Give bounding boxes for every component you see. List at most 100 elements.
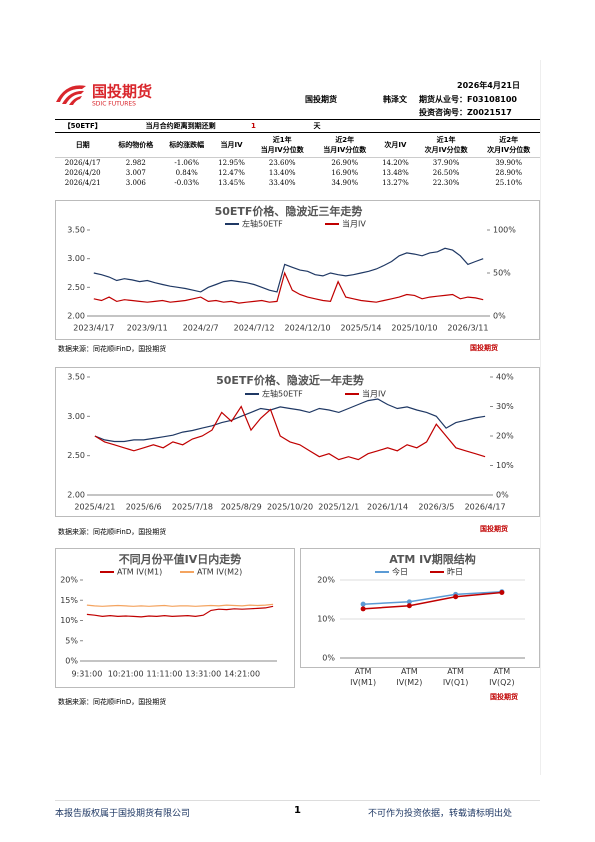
source: 数据来源：同花顺iFinD，国投期货 (58, 528, 167, 536)
row: 2026/4/20 3.007 0.84% 12.47% 13.40% 16.90% 13.… (55, 168, 540, 178)
cell: 13.27% (382, 179, 409, 187)
header-line: 标的物价格 (118, 141, 154, 149)
series-line (86, 603, 274, 607)
cell: 13.48% (382, 169, 409, 177)
cell: 当月合约距离到期还剩 (110, 119, 251, 133)
category-labels: ATM IV(M1) ATM IV(M2) ATM IV(Q1) ATM IV(Q2) (300, 666, 540, 692)
chart-title: 不同月份平值IV日内走势 (119, 552, 242, 566)
tick-label: 5% (65, 636, 78, 645)
header-row: 日期 标的物价格 标的涨跌幅 当月IV 近1年 当月IV分位数 近2年 当月IV分位数 次月IV… (55, 132, 540, 158)
header-line: 当月IV分位数 (323, 146, 367, 154)
frame (55, 200, 540, 340)
x-tick-label: ATM IV(Q1) (442, 667, 469, 687)
frame (55, 367, 540, 517)
cell: 13.45% (218, 179, 245, 187)
chart: 2.00 2.50 3.00 3.50 0% 10% 20% 30% 40% 50ETF价格、隐波… (55, 367, 540, 517)
x-tick-label: 2025/5/14 (341, 324, 382, 333)
legend-label: ATM IV(M1) (117, 568, 162, 577)
header-line: 标的涨跌幅 (169, 141, 205, 149)
cell: 37.90% (432, 159, 460, 167)
legend-label: 今日 (392, 567, 408, 577)
point (360, 601, 366, 607)
tick-label: 0% (65, 657, 78, 666)
column-header: 近1年 次月IV分位数 (414, 132, 478, 158)
cell: 12.47% (218, 169, 245, 177)
x-tick-label: 2023/9/11 (127, 324, 168, 333)
tick-label: 15% (60, 596, 78, 605)
x-tick-label: 2025/12/1 (318, 503, 359, 512)
rule (55, 800, 540, 801)
header-line: 近1年 (272, 136, 292, 144)
cell: 2026/4/17 (64, 159, 101, 167)
x-tick-label: 2025/10/20 (267, 503, 313, 512)
legend-label: 当月IV (362, 389, 386, 399)
mini-logo: 国投期货 (490, 693, 518, 701)
tick-label: 3.00 (67, 412, 85, 421)
cell: 0.84% (175, 169, 198, 177)
header-line: 当月IV (220, 141, 243, 149)
source: 数据来源：同花顺iFinD，国投期货 (58, 698, 167, 706)
cell: 16.90% (331, 169, 359, 177)
x-tick-label: 9:31:00 (71, 670, 102, 679)
cell: 26.90% (331, 159, 359, 167)
cell: 2026/4/20 (64, 169, 101, 177)
x-tick-label: ATM IV(M2) (396, 667, 423, 687)
x-tick-label: 10:21:00 (108, 670, 144, 679)
header-line: 日期 (75, 141, 90, 149)
series-line (93, 247, 484, 293)
tick-label: 2.00 (67, 491, 85, 500)
x-tick-label: 2025/6/6 (126, 503, 162, 512)
series-line (363, 591, 502, 610)
cell: -1.06% (174, 159, 199, 167)
x-tick-label: 2026/3/5 (418, 503, 454, 512)
series-line (93, 271, 484, 304)
cell: 【50ETF】 (55, 119, 111, 133)
cell: 25.10% (495, 179, 523, 187)
chart: 2.00 2.50 3.00 3.50 0% 50% 100% 50ETF价格、隐波近三年走势… (55, 200, 540, 340)
point (406, 599, 412, 605)
company: 国投期货 (305, 95, 337, 104)
legend-label: 昨日 (447, 567, 463, 577)
x-tick-label: 2024/2/7 (183, 324, 219, 333)
cell: 28.90% (495, 169, 523, 177)
tick-label: 10% (496, 461, 514, 470)
tick-label: 3.50 (67, 226, 85, 235)
frame (300, 548, 540, 668)
cell: 22.30% (432, 179, 460, 187)
x-tick-label: 2023/4/17 (73, 324, 114, 333)
tick-label: 0% (493, 312, 506, 321)
cell: 2026/4/21 (64, 179, 101, 187)
logo: 国投期货 SDIC FUTURES (56, 83, 152, 108)
tick-label: 10% (60, 616, 78, 625)
mini-logo: 国投期货 (480, 525, 508, 533)
column-header: 近2年当月IV分位数 (313, 132, 377, 158)
cell: 天 (313, 119, 377, 133)
analyst: 韩泽文 (383, 95, 407, 104)
tick-label: 20% (496, 432, 514, 441)
source: 数据来源：同花顺iFinD，国投期货 (58, 345, 167, 353)
point (499, 589, 505, 595)
column-header: 标的物价格 (110, 132, 162, 158)
series-line (363, 590, 502, 605)
x-tick-label: 14:21:00 (224, 670, 260, 679)
date: 2026年4月21日 (457, 81, 520, 90)
header-line: 近2年 (335, 136, 355, 144)
series-line (94, 398, 486, 443)
row: 2026/4/17 2.982 -1.06% 12.95% 23.60% 26.90% 14… (55, 158, 540, 169)
x-tick-label: 13:31:00 (185, 670, 221, 679)
x-tick-label: 2025/4/21 (74, 503, 115, 512)
column-header: 当月IV (212, 132, 251, 158)
chart: 0% 5% 10% 15% 20% 不同月份平值IV日内走势 9:31:00 10:21:00… (55, 548, 295, 688)
cell: 3.007 (125, 169, 146, 177)
x-tick-label: 2026/1/14 (367, 503, 408, 512)
tick-label: 20% (317, 576, 335, 585)
column-header: 近1年 当月IV分位数 (250, 132, 314, 158)
mini-logo: 国投期货 (470, 344, 498, 352)
footer-right: 不可作为投资依据，转载请标明出处 (368, 809, 513, 819)
cell: 13.40% (268, 169, 296, 177)
column-header: 近2年 次月IV分位数 (477, 132, 540, 158)
cell: 3.006 (125, 179, 146, 187)
cell: 1 (250, 119, 314, 133)
logo-en: SDIC FUTURES (92, 101, 136, 108)
legend-label: ATM IV(M2) (197, 568, 242, 577)
